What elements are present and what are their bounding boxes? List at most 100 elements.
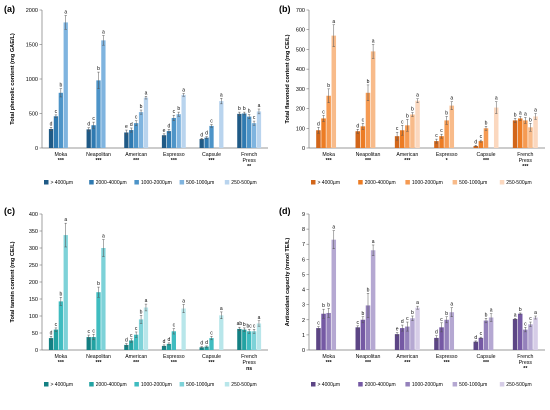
significance-letter: c [524, 321, 527, 327]
significance-letter: a [64, 10, 67, 16]
category-label: French [241, 354, 257, 360]
significance-letter: a [450, 302, 453, 308]
y-tick-label: 3 [302, 303, 305, 309]
legend-swatch [452, 382, 458, 387]
significance-letter: d [401, 319, 404, 325]
significance-letter: c [92, 116, 95, 122]
legend-swatch [134, 180, 139, 185]
bar [134, 334, 139, 350]
bar [415, 100, 420, 148]
significance-letter: a [524, 111, 527, 117]
significance-mark: *** [95, 360, 102, 366]
bar [528, 127, 533, 148]
significance-letter: a [102, 234, 105, 240]
significance-letter: b [327, 83, 330, 89]
chart-panel-4: (d) Antioxidant capacity (mmol TE/L) 0 1 2 3 4… [279, 206, 545, 388]
category-label: American [125, 354, 147, 360]
significance-letter: d [50, 121, 53, 127]
significance-letter: c [322, 109, 325, 115]
significance-letter: a [182, 298, 185, 304]
significance-letter: bc [247, 323, 253, 329]
bar [237, 328, 242, 350]
bar [58, 301, 63, 350]
significance-letter: c [357, 320, 360, 326]
y-tick-label: 500 [29, 112, 38, 118]
y-tick-label: 350 [29, 229, 38, 235]
bar [365, 92, 371, 148]
category-label: Espresso [163, 152, 185, 158]
bar [86, 337, 91, 350]
bar [321, 313, 326, 350]
bar [138, 112, 144, 148]
significance-letter: a [258, 103, 261, 109]
category-label: Press [243, 158, 257, 164]
significance-mark: * [446, 158, 449, 164]
bar [488, 317, 494, 350]
bar [370, 250, 376, 350]
bar [176, 114, 181, 148]
bar [91, 337, 96, 350]
category-label: Capsule [476, 354, 495, 360]
bar [171, 117, 176, 148]
bar [143, 307, 149, 350]
category-label: Neapolitan [86, 354, 111, 360]
bar [321, 118, 326, 148]
bar [138, 319, 144, 350]
significance-mark: *** [483, 360, 490, 366]
significance-letter: b [485, 312, 488, 318]
significance-letter: d [125, 338, 128, 344]
category-label: Espresso [163, 354, 185, 360]
bar [410, 114, 415, 148]
legend-swatch [134, 382, 139, 387]
bar [199, 347, 204, 350]
significance-letter: c [362, 117, 365, 123]
legend-swatch [499, 180, 505, 185]
bar [533, 116, 538, 148]
significance-letter: c [55, 322, 58, 328]
significance-letter: d [317, 121, 320, 127]
bar [161, 135, 167, 148]
significance-letter: c [253, 115, 256, 121]
bar [242, 113, 247, 148]
significance-mark: *** [444, 360, 451, 366]
legend-swatch [44, 382, 49, 387]
significance-letter: a [534, 108, 537, 114]
significance-letter: a [220, 306, 223, 312]
bar [326, 95, 331, 148]
category-label: Capsule [202, 354, 221, 360]
legend-label: > 4000µm [51, 180, 73, 186]
bar [91, 125, 96, 148]
significance-mark: *** [522, 164, 529, 170]
bar [449, 105, 455, 148]
significance-letter: b [529, 117, 532, 123]
category-label: American [125, 152, 147, 158]
bar [528, 324, 533, 350]
bar [251, 123, 257, 148]
bar [96, 292, 101, 350]
significance-letter: d [200, 132, 203, 138]
bar [242, 329, 247, 350]
y-axis-label: Total tannin content (mg CE/L) [10, 241, 16, 322]
significance-letter: b [411, 107, 414, 113]
bar [129, 130, 134, 148]
significance-letter: b [97, 66, 100, 72]
significance-letter: c [173, 323, 176, 329]
bar [410, 318, 415, 350]
legend-swatch [358, 180, 363, 185]
significance-letter: c [210, 330, 213, 336]
significance-letter: a [495, 96, 498, 102]
category-label: Capsule [202, 152, 221, 158]
bar [415, 307, 420, 350]
significance-letter: c [480, 331, 483, 337]
y-tick-label: 0 [302, 146, 305, 152]
bar [399, 328, 405, 350]
bar [355, 327, 361, 350]
significance-letter: b [97, 281, 100, 287]
significance-letter: c [130, 333, 133, 339]
significance-mark: *** [404, 360, 411, 366]
bar [161, 345, 167, 350]
significance-letter: a [519, 110, 522, 116]
bar [101, 40, 106, 148]
significance-letter: b [248, 109, 251, 115]
